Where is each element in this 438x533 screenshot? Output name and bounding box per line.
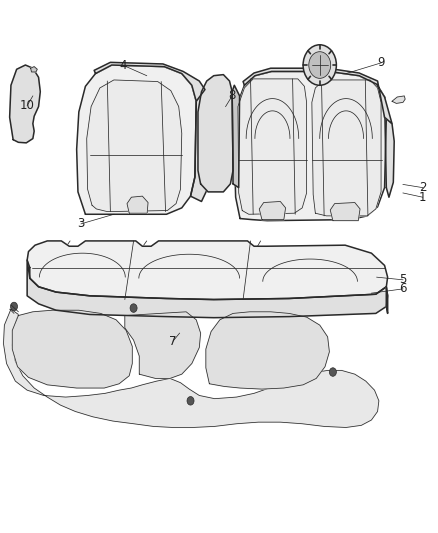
Circle shape — [303, 45, 336, 85]
Polygon shape — [77, 65, 196, 214]
Text: 7: 7 — [169, 335, 177, 348]
Polygon shape — [330, 203, 360, 221]
Polygon shape — [31, 67, 37, 72]
Circle shape — [309, 52, 331, 78]
Polygon shape — [238, 79, 307, 214]
Polygon shape — [27, 241, 388, 300]
Polygon shape — [12, 310, 132, 388]
Text: 1: 1 — [419, 191, 427, 204]
Polygon shape — [94, 62, 205, 101]
Polygon shape — [191, 90, 209, 201]
Text: 3: 3 — [78, 217, 85, 230]
Circle shape — [329, 368, 336, 376]
Polygon shape — [312, 80, 381, 216]
Polygon shape — [243, 68, 392, 124]
Circle shape — [11, 302, 18, 311]
Text: 10: 10 — [20, 99, 35, 112]
Text: 2: 2 — [419, 181, 427, 194]
Polygon shape — [234, 71, 386, 221]
Text: 4: 4 — [119, 59, 127, 71]
Polygon shape — [386, 287, 388, 313]
Polygon shape — [4, 309, 379, 427]
Circle shape — [130, 304, 137, 312]
Polygon shape — [127, 196, 148, 213]
Text: 6: 6 — [399, 282, 407, 295]
Text: 5: 5 — [399, 273, 406, 286]
Polygon shape — [385, 97, 394, 197]
Polygon shape — [206, 312, 329, 389]
Polygon shape — [232, 85, 240, 188]
Polygon shape — [10, 65, 40, 143]
Text: 9: 9 — [377, 56, 385, 69]
Polygon shape — [259, 201, 286, 220]
Circle shape — [187, 397, 194, 405]
Polygon shape — [392, 96, 405, 103]
Polygon shape — [27, 260, 388, 318]
Text: 8: 8 — [229, 90, 236, 102]
Polygon shape — [198, 75, 233, 192]
Polygon shape — [87, 80, 182, 212]
Polygon shape — [125, 312, 201, 378]
